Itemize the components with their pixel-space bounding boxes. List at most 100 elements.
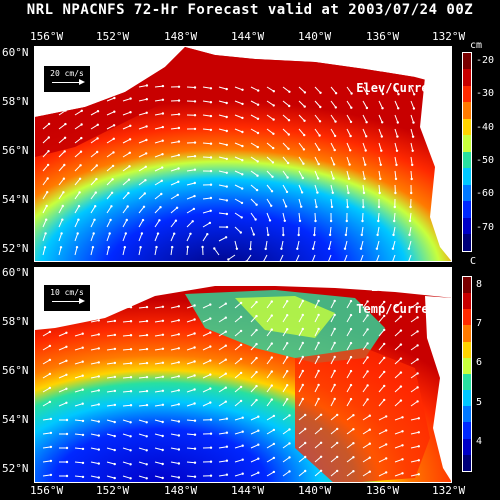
- current-arrow-head: [365, 121, 368, 124]
- colorbar-swatch: [463, 201, 471, 218]
- current-arrow-head: [113, 96, 116, 100]
- current-arrow: [298, 414, 306, 421]
- current-arrow: [362, 128, 367, 137]
- current-arrow: [234, 417, 243, 421]
- current-arrow: [394, 372, 402, 379]
- current-arrow: [42, 123, 50, 130]
- current-arrow: [138, 376, 148, 379]
- current-arrow-head: [97, 462, 100, 465]
- current-arrow-head: [349, 327, 353, 331]
- current-arrow-head: [256, 160, 259, 163]
- current-arrow: [58, 110, 66, 116]
- current-arrow-head: [411, 149, 414, 152]
- current-arrow: [266, 315, 273, 323]
- current-arrow-head: [278, 261, 280, 262]
- current-arrow-head: [144, 165, 147, 168]
- current-arrow-head: [97, 305, 100, 308]
- current-arrow-head: [347, 191, 350, 195]
- current-arrow-head: [364, 149, 367, 152]
- current-arrow: [170, 141, 179, 144]
- current-arrow-head: [109, 218, 112, 222]
- current-arrow-head: [145, 333, 149, 337]
- current-arrow-head: [49, 431, 53, 435]
- current-arrow-head: [43, 246, 47, 249]
- current-arrow: [378, 114, 383, 123]
- current-arrow-head: [113, 420, 116, 424]
- current-arrow-head: [48, 372, 52, 376]
- current-arrow-head: [304, 413, 307, 417]
- current-arrow: [122, 461, 131, 465]
- current-arrow: [330, 170, 334, 179]
- current-arrow-head: [330, 205, 334, 209]
- current-arrow-head: [241, 444, 244, 447]
- current-arrow-head: [408, 233, 411, 237]
- current-arrow: [90, 233, 95, 242]
- current-arrow-head: [302, 162, 305, 165]
- current-arrow-head: [257, 457, 260, 460]
- current-arrow-head: [399, 371, 403, 374]
- depth-label: 100 m: [370, 280, 407, 294]
- current-arrow-head: [383, 300, 386, 304]
- current-arrow: [90, 124, 99, 130]
- current-arrow: [378, 142, 382, 151]
- current-arrow-head: [399, 385, 403, 388]
- current-arrow: [282, 342, 288, 351]
- current-arrow: [234, 128, 243, 133]
- current-arrow-head: [333, 383, 336, 387]
- current-arrow-head: [317, 397, 320, 401]
- current-arrow-head: [59, 246, 63, 249]
- current-arrow-head: [225, 212, 229, 216]
- current-arrow: [170, 127, 179, 130]
- current-arrow-head: [399, 301, 403, 304]
- current-arrow-head: [48, 386, 52, 390]
- current-arrow: [394, 86, 399, 95]
- current-arrow: [330, 184, 334, 193]
- current-arrow-head: [304, 441, 307, 445]
- current-arrow-head: [393, 219, 396, 223]
- current-arrow-head: [112, 137, 116, 140]
- current-arrow: [106, 165, 114, 172]
- current-arrow: [154, 475, 163, 479]
- current-arrow-head: [127, 178, 131, 181]
- current-arrow-head: [213, 247, 216, 250]
- current-arrow-head: [47, 150, 50, 153]
- current-arrow: [154, 85, 163, 88]
- current-arrow: [202, 210, 211, 214]
- current-arrow: [74, 137, 82, 144]
- current-arrow-head: [241, 130, 244, 134]
- current-arrow: [138, 447, 147, 451]
- current-arrow-head: [264, 247, 267, 251]
- current-arrow-head: [97, 448, 100, 451]
- current-arrow: [266, 329, 273, 337]
- current-arrow-head: [225, 143, 228, 147]
- current-arrow-head: [297, 233, 300, 237]
- current-arrow: [106, 178, 113, 186]
- current-arrow: [282, 100, 290, 107]
- current-arrow: [282, 456, 290, 463]
- current-arrow: [312, 240, 316, 249]
- current-arrow: [234, 386, 242, 393]
- current-arrow: [74, 192, 81, 200]
- current-arrow-head: [286, 370, 289, 373]
- current-arrow-head: [129, 449, 132, 452]
- current-arrow-head: [129, 83, 132, 87]
- current-arrow: [170, 113, 180, 116]
- current-arrow-head: [318, 148, 321, 151]
- current-arrow: [409, 212, 412, 221]
- current-arrow-head: [113, 333, 117, 337]
- current-arrow: [314, 170, 319, 179]
- current-arrow-head: [417, 473, 420, 476]
- current-arrow: [186, 319, 195, 323]
- current-arrow: [314, 212, 316, 222]
- current-arrow: [90, 97, 99, 102]
- current-arrow: [42, 317, 51, 323]
- current-arrow: [58, 123, 66, 130]
- current-arrow-head: [301, 341, 304, 345]
- colorbar-swatch: [463, 422, 471, 439]
- current-arrow-head: [317, 355, 320, 359]
- current-arrow: [378, 343, 385, 351]
- current-arrow-head: [394, 177, 398, 181]
- current-arrow: [58, 402, 67, 407]
- surface-elevation-field: [35, 47, 451, 262]
- latitude-label: 54°N: [2, 193, 29, 206]
